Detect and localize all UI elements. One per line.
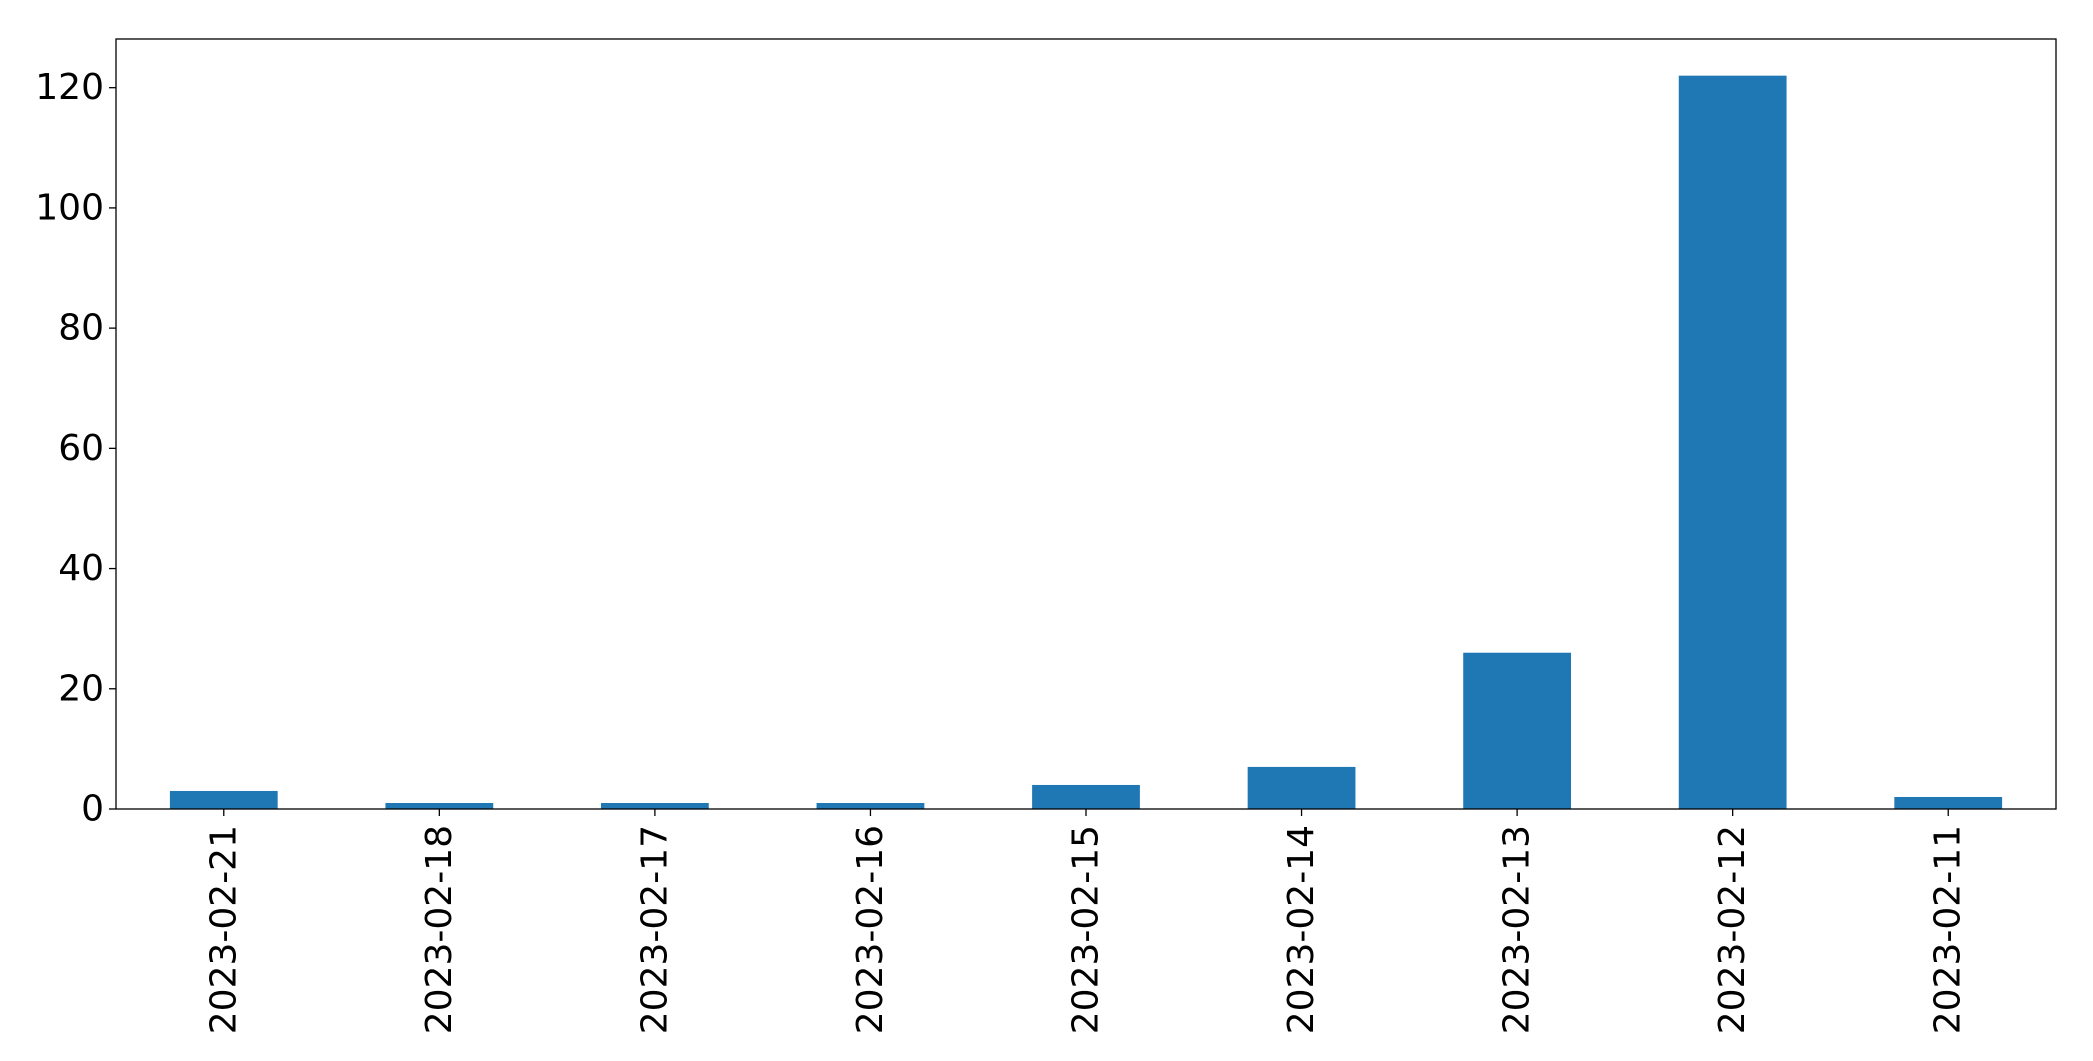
x-tick-label: 2023-02-17 bbox=[634, 825, 675, 1034]
bar-2023-02-14 bbox=[1247, 766, 1356, 809]
x-tick-label: 2023-02-14 bbox=[1281, 825, 1322, 1034]
x-tick-label: 2023-02-15 bbox=[1066, 825, 1107, 1034]
y-axis: 0 20 40 60 80 100 120 bbox=[35, 67, 116, 830]
bar-2023-02-11 bbox=[1894, 796, 2003, 809]
x-tick-label: 2023-02-12 bbox=[1712, 825, 1753, 1034]
y-tick-label: 80 bbox=[58, 308, 104, 349]
y-tick-label: 60 bbox=[58, 428, 104, 469]
x-tick-label: 2023-02-11 bbox=[1928, 825, 1969, 1034]
bars-layer bbox=[169, 75, 2003, 809]
bar-2023-02-12 bbox=[1678, 75, 1787, 809]
y-tick-label: 0 bbox=[81, 789, 104, 830]
y-tick-label: 20 bbox=[58, 668, 104, 709]
bar-2023-02-18 bbox=[385, 802, 494, 809]
bar-2023-02-21 bbox=[169, 790, 278, 809]
bar-2023-02-16 bbox=[816, 802, 925, 809]
x-tick-label: 2023-02-18 bbox=[419, 825, 460, 1034]
plot-area-frame bbox=[115, 38, 2057, 810]
y-tick-label: 40 bbox=[58, 548, 104, 589]
bar-2023-02-15 bbox=[1032, 784, 1140, 809]
y-tick-label: 100 bbox=[35, 187, 104, 228]
x-tick-label: 2023-02-21 bbox=[203, 825, 244, 1034]
x-axis: 2023-02-21 2023-02-18 2023-02-17 2023-02-16… bbox=[203, 809, 1969, 1034]
bar-2023-02-17 bbox=[601, 802, 709, 809]
x-tick-label: 2023-02-16 bbox=[850, 825, 891, 1034]
bar-2023-02-13 bbox=[1463, 652, 1571, 809]
x-tick-label: 2023-02-13 bbox=[1497, 825, 1538, 1034]
y-tick-label: 120 bbox=[35, 67, 104, 108]
